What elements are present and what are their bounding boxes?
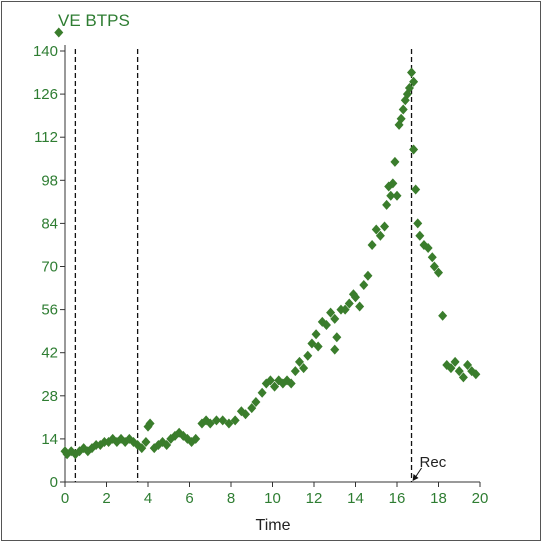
data-point — [355, 301, 365, 312]
data-point — [251, 396, 261, 407]
data-point — [396, 113, 406, 124]
y-tick-label: 84 — [41, 215, 58, 232]
data-point — [392, 190, 402, 201]
data-point — [313, 341, 323, 352]
data-point — [351, 292, 360, 303]
data-point — [344, 298, 354, 309]
data-point — [294, 356, 304, 367]
data-point — [446, 363, 456, 374]
data-point — [367, 239, 377, 250]
data-point — [409, 76, 419, 87]
data-point — [429, 261, 439, 272]
tick-labels: 0 14 28 42 56 70 84 98 112 126 140 0 2 4 6 8 10 12 14 16 18 2… — [33, 43, 488, 507]
x-tick-label: 4 — [144, 490, 152, 507]
data-point — [434, 267, 443, 278]
data-point — [340, 304, 350, 315]
data-point — [463, 360, 473, 371]
data-point — [438, 310, 448, 321]
axes — [64, 45, 480, 483]
data-point — [299, 363, 309, 374]
y-tick-label: 140 — [33, 43, 58, 60]
data-point — [332, 332, 342, 343]
chart-title: VE BTPS — [58, 11, 130, 30]
data-point — [162, 440, 172, 451]
data-point — [137, 443, 147, 454]
data-point — [388, 178, 398, 189]
data-point — [398, 104, 408, 115]
data-point — [375, 230, 385, 241]
y-tick-label: 112 — [34, 129, 58, 146]
data-point — [371, 224, 381, 235]
data-point — [404, 82, 414, 93]
data-point — [471, 369, 481, 380]
y-tick-label: 98 — [41, 172, 58, 189]
data-point — [141, 436, 151, 447]
data-point — [359, 279, 369, 290]
x-tick-label: 10 — [264, 490, 281, 507]
x-axis-label: Time — [256, 517, 291, 534]
data-point — [211, 415, 221, 426]
data-point — [415, 230, 425, 241]
x-tick-label: 6 — [185, 490, 193, 507]
x-tick-label: 14 — [347, 490, 364, 507]
data-point — [257, 387, 267, 398]
x-tick-label: 2 — [102, 490, 110, 507]
x-tick-label: 16 — [389, 490, 406, 507]
data-point — [265, 375, 275, 386]
data-point — [427, 252, 437, 263]
rec-annotation: Rec — [420, 454, 447, 471]
data-point — [407, 67, 417, 78]
data-point — [382, 199, 392, 210]
data-point — [145, 418, 155, 429]
rec-arrow-head — [412, 474, 419, 481]
data-point — [326, 307, 336, 318]
data-point — [241, 409, 251, 420]
x-tick-label: 0 — [61, 490, 69, 507]
y-tick-label: 0 — [50, 474, 58, 491]
data-point — [191, 433, 201, 444]
data-point — [247, 403, 257, 414]
data-point — [303, 350, 313, 361]
data-point — [290, 366, 300, 377]
data-point — [286, 378, 296, 389]
x-tick-label: 8 — [227, 490, 235, 507]
data-point — [411, 184, 421, 195]
data-point — [363, 270, 373, 281]
data-point — [450, 356, 460, 367]
data-point — [54, 27, 64, 38]
data-point — [311, 329, 321, 340]
vertical-markers — [74, 49, 422, 482]
data-point — [270, 381, 280, 392]
data-point — [390, 156, 400, 167]
data-point — [386, 190, 396, 201]
data-point — [321, 319, 331, 330]
x-tick-label: 12 — [306, 490, 323, 507]
y-tick-label: 28 — [41, 388, 58, 405]
y-tick-label: 70 — [41, 259, 58, 276]
data-point — [423, 243, 433, 254]
data-point — [454, 366, 464, 377]
data-point — [413, 218, 423, 229]
y-tick-label: 56 — [41, 302, 58, 319]
data-points — [54, 27, 481, 460]
data-point — [458, 372, 468, 383]
data-point — [330, 313, 340, 324]
data-point — [230, 415, 240, 426]
y-tick-label: 126 — [33, 86, 58, 103]
x-tick-label: 18 — [430, 490, 447, 507]
y-tick-label: 14 — [41, 431, 58, 448]
x-tick-label: 20 — [472, 490, 489, 507]
data-point — [330, 344, 340, 355]
y-tick-label: 42 — [41, 345, 58, 362]
data-point — [380, 221, 390, 232]
data-point — [409, 144, 419, 155]
